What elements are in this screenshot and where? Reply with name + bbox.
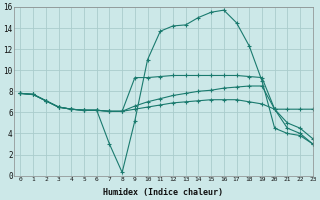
X-axis label: Humidex (Indice chaleur): Humidex (Indice chaleur) xyxy=(103,188,223,197)
